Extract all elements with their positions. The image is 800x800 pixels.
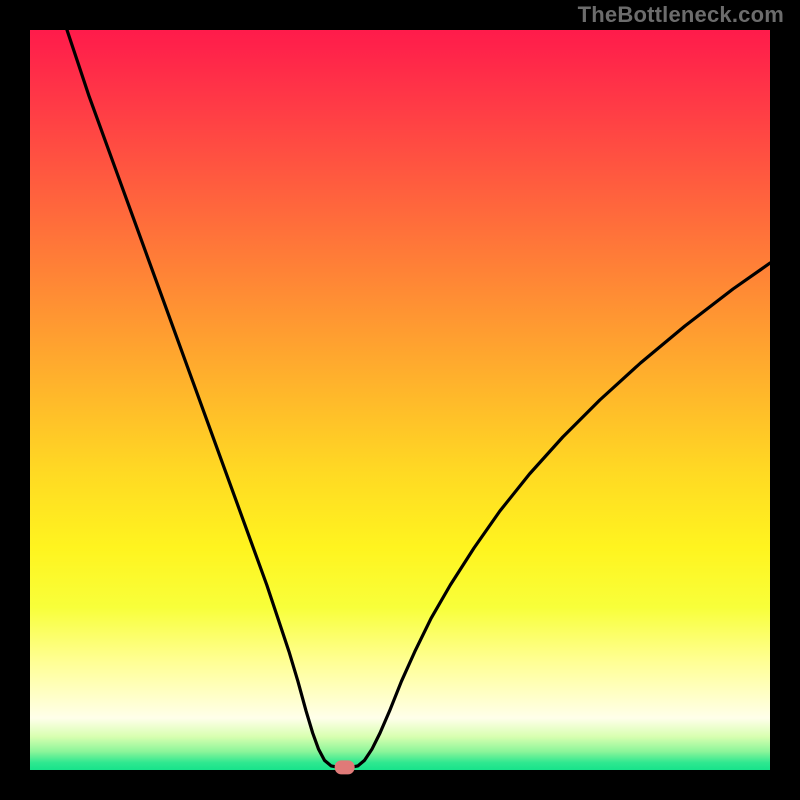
watermark-text: TheBottleneck.com — [578, 2, 784, 28]
optimum-marker — [334, 761, 355, 774]
chart-frame: TheBottleneck.com — [0, 0, 800, 800]
plot-area — [30, 30, 770, 770]
bottleneck-curve — [30, 30, 770, 770]
